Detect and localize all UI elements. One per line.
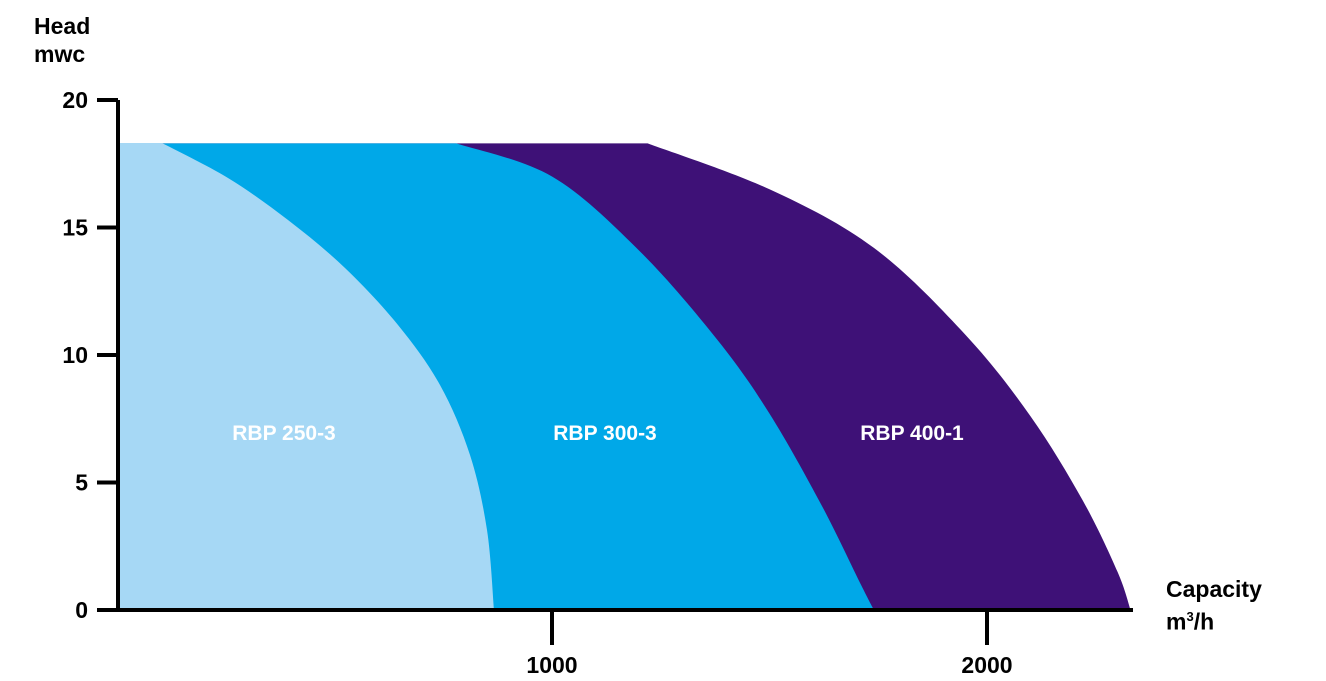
region-label-rbp-400-1: RBP 400-1 [860, 422, 964, 445]
x-axis-title: Capacity m3/h [1166, 575, 1262, 636]
x-axis-label: Capacity [1166, 576, 1262, 602]
area-rbp-250-3 [118, 143, 494, 610]
region-label-layer: RBP 250-3 RBP 300-3 RBP 400-1 [232, 422, 964, 445]
region-label-rbp-300-3: RBP 300-3 [553, 422, 657, 445]
y-axis-unit: mwc [34, 41, 86, 67]
y-axis-title: Head mwc [34, 12, 90, 68]
x-tick-label: 2000 [961, 652, 1012, 678]
x-axis-unit: m3/h [1166, 608, 1215, 635]
region-label-rbp-250-3: RBP 250-3 [232, 422, 336, 445]
y-tick-label: 20 [62, 87, 88, 113]
y-tick-label: 15 [62, 215, 88, 241]
area-layer [118, 143, 1131, 610]
y-tick-label: 5 [75, 470, 88, 496]
x-tick-label: 1000 [526, 652, 577, 678]
y-tick-label: 10 [62, 342, 88, 368]
y-axis-label: Head [34, 13, 91, 39]
axes-layer: 0 5 10 15 20 1000 2000 [62, 87, 1133, 678]
y-tick-label: 0 [75, 597, 88, 623]
